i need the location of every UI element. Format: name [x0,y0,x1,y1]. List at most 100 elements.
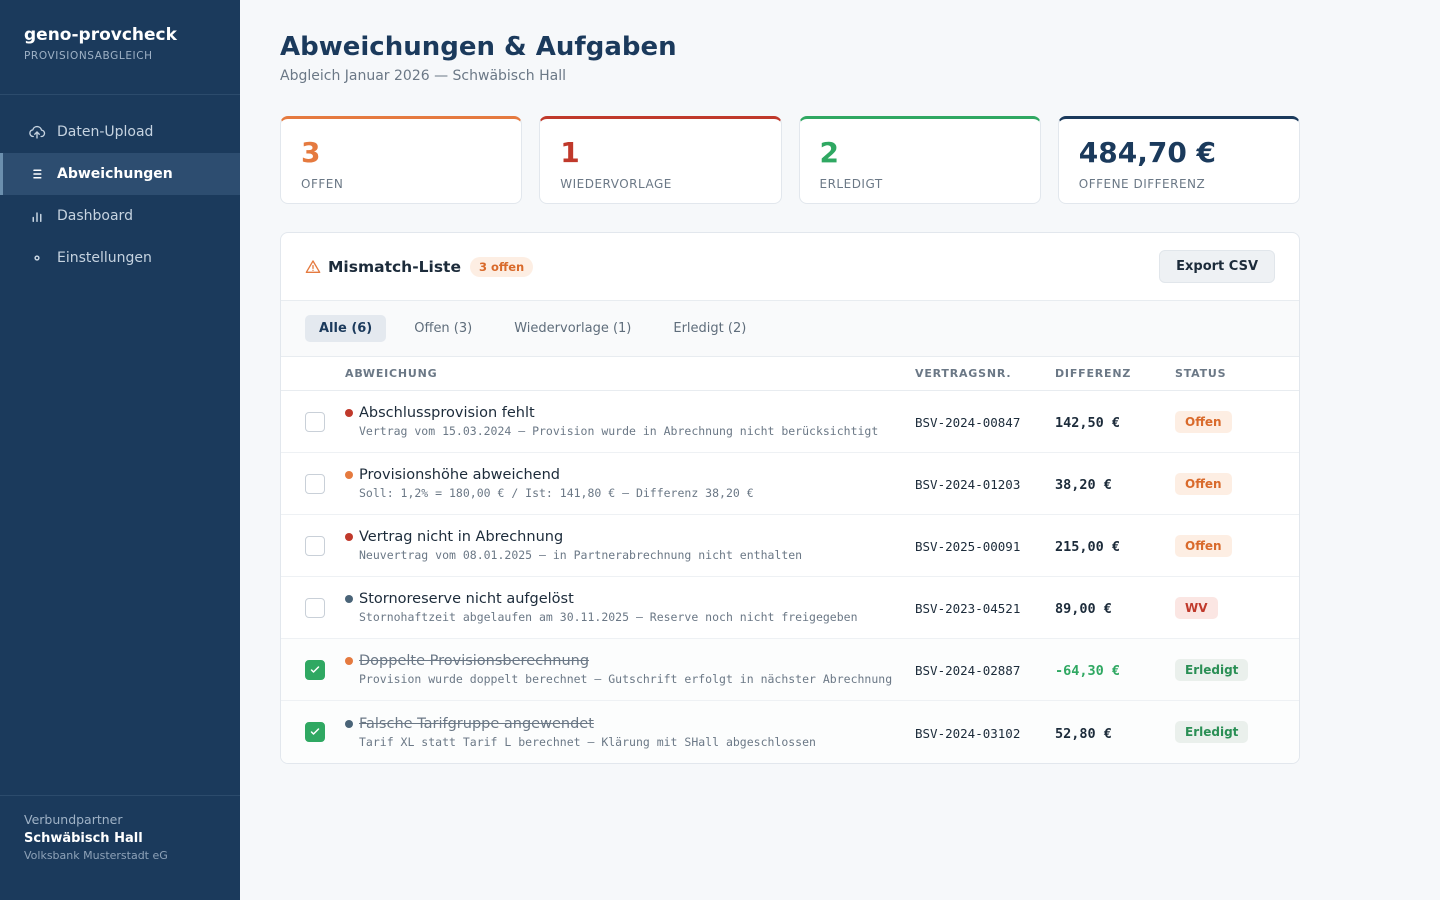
page-title: Abweichungen & Aufgaben [280,32,677,62]
mismatch-title: Stornoreserve nicht aufgelöst [359,591,574,607]
difference-amount: 142,50 € [1055,415,1121,431]
sidebar-item-label: Daten-Upload [57,124,154,140]
mismatch-card: Mismatch-Liste 3 offen Export CSV Alle (… [280,232,1300,764]
sidebar-item-einstellungen[interactable]: Einstellungen [0,237,240,279]
export-csv-button[interactable]: Export CSV [1159,250,1275,283]
severity-dot [345,471,353,479]
kpi-label: OFFENE DIFFERENZ [1078,177,1206,191]
sidebar: geno-provcheck PROVISIONSABGLEICH Daten-… [0,0,240,900]
status-badge: WV [1175,596,1218,619]
mismatch-title: Abschlussprovision fehlt [359,405,535,421]
open-count-badge: 3 offen [469,256,534,277]
sidebar-item-label: Einstellungen [57,250,152,266]
severity-dot [345,719,353,728]
brand-subtitle: PROVISIONSABGLEICH [24,50,153,62]
contract-number: BSV-2024-02887 [915,663,1021,678]
table-row[interactable]: Abschlussprovision fehlt Vertrag vom 15.… [281,391,1299,453]
column-header-differenz: DIFFERENZ [1055,367,1132,380]
tab-wiedervorlage[interactable]: Wiedervorlage (1) [514,321,632,336]
partner-name: Schwäbisch Hall [24,831,143,846]
mismatch-description: Provision wurde doppelt berechnet – Guts… [359,672,893,686]
severity-dot [345,409,353,417]
kpi-value: 3 [301,136,321,169]
page-subtitle: Abgleich Januar 2026 — Schwäbisch Hall [280,68,566,84]
table-row[interactable]: Stornoreserve nicht aufgelöst Stornohaft… [281,577,1299,639]
row-checkbox[interactable] [305,659,325,680]
column-header-abweichung: ABWEICHUNG [345,367,438,380]
sidebar-item-dashboard[interactable]: Dashboard [0,195,240,237]
bar-chart-icon [28,207,46,225]
kpi-wiedervorlage: 1 WIEDERVORLAGE [539,116,782,204]
row-checkbox[interactable] [305,411,325,432]
severity-dot [345,657,353,665]
table-row[interactable]: Doppelte Provisionsberechnung Provision … [281,639,1299,701]
difference-amount: -64,30 € [1055,663,1121,679]
brand: geno-provcheck PROVISIONSABGLEICH [0,0,240,95]
kpi-label: ERLEDIGT [819,177,883,191]
kpi-row: 3 OFFEN 1 WIEDERVORLAGE 2 ERLEDIGT 484,7… [280,116,1300,204]
contract-number: BSV-2024-00847 [915,415,1021,430]
table-header: ABWEICHUNG VERTRAGSNR. DIFFERENZ STATUS [281,357,1299,391]
warning-icon [305,259,321,275]
row-checkbox[interactable] [305,535,325,556]
contract-number: BSV-2024-01203 [915,477,1021,492]
filter-tabs: Alle (6) Offen (3) Wiedervorlage (1) Erl… [281,301,1299,357]
severity-dot [345,595,353,603]
sidebar-item-label: Abweichungen [57,166,173,182]
tab-offen[interactable]: Offen (3) [414,321,473,336]
sidebar-item-abweichungen[interactable]: Abweichungen [0,153,240,195]
contract-number: BSV-2025-00091 [915,539,1021,554]
cloud-upload-icon [28,123,46,141]
column-header-status: STATUS [1175,367,1227,380]
table-row[interactable]: Vertrag nicht in Abrechnung Neuvertrag v… [281,515,1299,577]
contract-number: BSV-2023-04521 [915,601,1021,616]
status-badge: Erledigt [1175,721,1249,743]
gear-icon [28,249,46,267]
column-header-vertragsnr: VERTRAGSNR. [915,367,1012,380]
tab-alle[interactable]: Alle (6) [305,315,387,342]
card-title: Mismatch-Liste [328,257,461,276]
mismatch-description: Soll: 1,2% = 180,00 € / Ist: 141,80 € – … [359,486,754,500]
check-icon [310,665,320,673]
kpi-label: OFFEN [301,177,344,191]
status-badge: Offen [1175,534,1232,557]
mismatch-description: Vertrag vom 15.03.2024 – Provision wurde… [359,424,879,438]
mismatch-description: Neuvertrag vom 08.01.2025 – in Partnerab… [359,548,803,562]
list-icon [28,165,46,183]
tab-erledigt[interactable]: Erledigt (2) [673,321,747,336]
difference-amount: 52,80 € [1055,725,1112,742]
difference-amount: 89,00 € [1055,601,1112,617]
mismatch-description: Stornohaftzeit abgelaufen am 30.11.2025 … [359,610,858,624]
brand-title: geno-provcheck [24,25,177,45]
mismatch-title: Doppelte Provisionsberechnung [359,653,590,669]
kpi-erledigt: 2 ERLEDIGT [798,116,1041,204]
sidebar-item-daten-upload[interactable]: Daten-Upload [0,111,240,153]
card-header: Mismatch-Liste 3 offen Export CSV [281,233,1299,301]
mismatch-title: Falsche Tarifgruppe angewendet [359,715,594,732]
kpi-offene-differenz: 484,70 € OFFENE DIFFERENZ [1057,116,1300,204]
difference-amount: 215,00 € [1055,539,1121,555]
status-badge: Erledigt [1175,658,1249,681]
mismatch-title: Vertrag nicht in Abrechnung [359,529,564,545]
kpi-value: 484,70 € [1078,136,1217,169]
row-checkbox[interactable] [305,597,325,618]
mismatch-title: Provisionshöhe abweichend [359,467,560,483]
sidebar-nav: Daten-Upload Abweichungen Dashboard Eins… [0,95,240,279]
main-content: Abweichungen & Aufgaben Abgleich Januar … [280,0,1300,764]
status-badge: Offen [1175,410,1232,433]
row-checkbox[interactable] [305,473,325,494]
table-row[interactable]: Provisionshöhe abweichend Soll: 1,2% = 1… [281,453,1299,515]
row-checkbox[interactable] [305,722,325,742]
mismatch-description: Tarif XL statt Tarif L berechnet – Kläru… [359,734,816,749]
kpi-offen: 3 OFFEN [280,116,523,204]
kpi-value: 2 [819,136,839,169]
difference-amount: 38,20 € [1055,477,1112,493]
sidebar-item-label: Dashboard [57,208,133,224]
partner-label: Verbundpartner [24,812,123,827]
contract-number: BSV-2024-03102 [915,725,1021,741]
table-body: Abschlussprovision fehlt Vertrag vom 15.… [281,391,1299,763]
sidebar-footer: Verbundpartner Schwäbisch Hall Volksbank… [0,795,240,900]
status-badge: Offen [1175,472,1232,495]
kpi-label: WIEDERVORLAGE [560,177,672,191]
table-row[interactable]: Falsche Tarifgruppe angewendet Tarif XL … [281,701,1299,763]
